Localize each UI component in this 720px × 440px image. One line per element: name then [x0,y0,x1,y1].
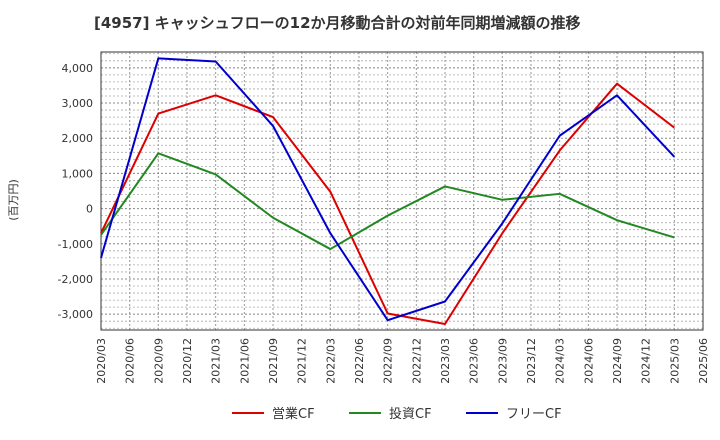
y-tick-label: 4,000 [62,62,94,75]
chart-title: [4957] キャッシュフローの12か月移動合計の対前年同期増減額の推移 [94,14,581,32]
y-tick-label: -2,000 [58,273,93,286]
x-tick-label: 2022/03 [324,338,337,384]
legend-label: 営業CF [272,406,315,422]
x-tick-label: 2020/06 [124,338,137,384]
y-axis-label: (百万円) [7,179,20,221]
legend: 営業CF 投資CF フリーCF [232,406,562,422]
x-tick-label: 2024/09 [611,338,624,384]
y-tick-label: -1,000 [58,238,93,251]
x-tick-label: 2024/06 [582,338,595,384]
x-tick-label: 2020/03 [95,338,108,384]
legend-label: フリーCF [506,407,562,422]
x-tick-label: 2020/12 [181,338,194,384]
axes: -3,000 -2,000 -1,000 0 1,000 2,000 3,000 4,000 2… [58,51,710,384]
y-tick-label: 1,000 [62,167,94,180]
x-tick-label: 2023/09 [496,338,509,384]
y-tick-label: 2,000 [62,132,94,145]
series-lines [100,57,676,326]
y-tick-label: 0 [86,203,93,216]
series-line [100,152,675,251]
plot-frame [100,51,704,331]
x-tick-label: 2023/03 [439,338,452,384]
x-tick-label: 2024/03 [554,338,567,384]
series-line [100,82,675,326]
x-tick-label: 2023/06 [468,338,481,384]
x-tick-label: 2025/03 [668,338,681,384]
x-tick-label: 2021/03 [210,338,223,384]
legend-label: 投資CF [389,406,432,422]
series-line [100,57,676,322]
x-tick-label: 2021/12 [296,338,309,384]
grid [100,52,704,330]
x-tick-label: 2022/09 [382,338,395,384]
x-tick-label: 2022/12 [410,338,423,384]
y-tick-label: -3,000 [58,308,93,321]
x-tick-label: 2025/06 [697,338,710,384]
x-tick-label: 2023/12 [525,338,538,384]
plot-area [101,52,703,330]
x-tick-label: 2024/12 [640,338,653,384]
x-tick-label: 2022/06 [353,338,366,384]
x-tick-label: 2020/09 [152,338,165,384]
x-tick-label: 2021/06 [238,338,251,384]
x-tick-label: 2021/09 [267,338,280,384]
y-tick-label: 3,000 [62,97,94,110]
